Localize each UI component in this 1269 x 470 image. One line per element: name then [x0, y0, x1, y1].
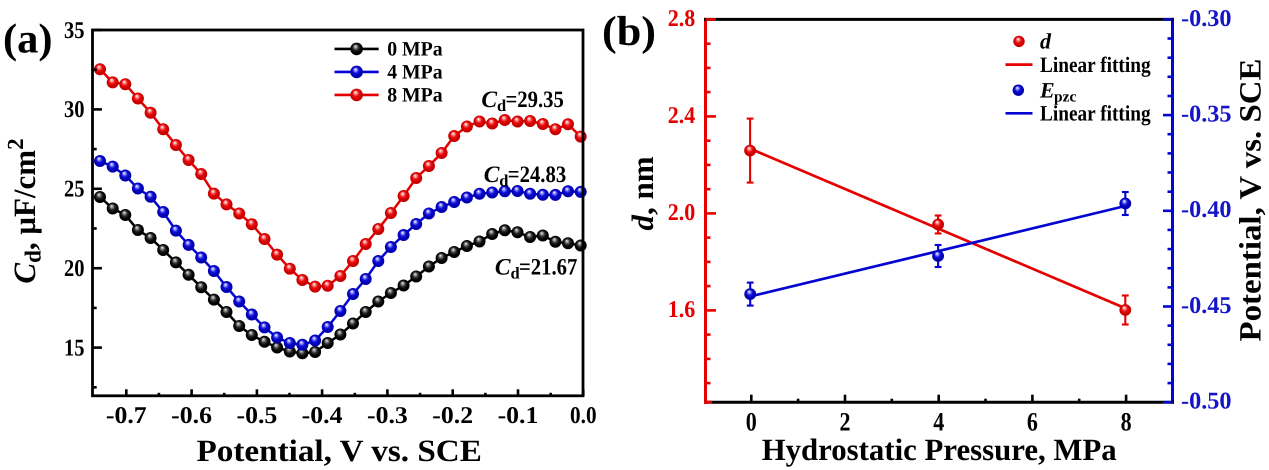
svg-text:0: 0 — [746, 407, 757, 437]
svg-text:4: 4 — [933, 407, 944, 437]
svg-text:d: d — [497, 96, 506, 115]
svg-text:0 MPa: 0 MPa — [387, 39, 442, 61]
svg-text:6: 6 — [1027, 407, 1038, 437]
svg-text:2.8: 2.8 — [668, 6, 696, 32]
svg-text:C: C — [484, 162, 500, 188]
svg-text:Potential, V vs. SCE: Potential, V vs. SCE — [1233, 59, 1268, 342]
svg-text:15: 15 — [64, 335, 85, 361]
svg-text:d, nm: d, nm — [625, 156, 660, 230]
svg-text:2.4: 2.4 — [668, 103, 696, 129]
svg-text:d: d — [511, 264, 520, 283]
svg-text:-0.40: -0.40 — [1181, 197, 1232, 223]
svg-text:-0.35: -0.35 — [1181, 102, 1232, 128]
svg-text:0.0: 0.0 — [570, 403, 597, 429]
svg-text:-0.1: -0.1 — [498, 403, 539, 429]
svg-text:1.6: 1.6 — [668, 297, 696, 323]
svg-text:Cd, μF/cm2: Cd, μF/cm2 — [3, 138, 46, 283]
svg-text:-0.3: -0.3 — [367, 403, 408, 429]
svg-text:2: 2 — [840, 407, 851, 437]
svg-text:E: E — [1039, 77, 1055, 102]
svg-text:Linear fitting: Linear fitting — [1040, 101, 1151, 126]
svg-text:(a): (a) — [3, 17, 53, 63]
svg-text:(b): (b) — [602, 9, 656, 55]
svg-text:=24.83: =24.83 — [508, 162, 566, 188]
svg-text:C: C — [495, 255, 511, 281]
svg-text:d: d — [1040, 28, 1052, 53]
svg-text:-0.45: -0.45 — [1181, 293, 1232, 319]
svg-text:C: C — [481, 87, 497, 113]
svg-text:4 MPa: 4 MPa — [387, 62, 442, 84]
svg-text:Linear fitting: Linear fitting — [1040, 52, 1151, 77]
svg-text:-0.30: -0.30 — [1181, 6, 1232, 32]
svg-text:Hydrostatic Pressure, MPa: Hydrostatic Pressure, MPa — [762, 432, 1117, 467]
svg-text:-0.5: -0.5 — [237, 403, 278, 429]
svg-text:-0.50: -0.50 — [1181, 389, 1232, 415]
svg-text:8: 8 — [1121, 407, 1132, 437]
svg-text:8 MPa: 8 MPa — [387, 85, 442, 107]
svg-text:=29.35: =29.35 — [506, 87, 564, 113]
svg-text:25: 25 — [64, 177, 85, 203]
svg-text:20: 20 — [64, 256, 85, 282]
svg-text:=21.67: =21.67 — [519, 255, 578, 281]
svg-text:-0.2: -0.2 — [432, 403, 473, 429]
svg-text:35: 35 — [64, 18, 85, 44]
svg-text:30: 30 — [64, 97, 85, 123]
svg-text:pzc: pzc — [1054, 88, 1077, 105]
svg-text:-0.7: -0.7 — [106, 403, 147, 429]
svg-text:d: d — [499, 171, 508, 190]
svg-text:-0.4: -0.4 — [302, 403, 343, 429]
svg-text:Potential, V vs. SCE: Potential, V vs. SCE — [197, 433, 482, 468]
svg-text:2.0: 2.0 — [668, 200, 696, 226]
svg-text:-0.6: -0.6 — [171, 403, 212, 429]
